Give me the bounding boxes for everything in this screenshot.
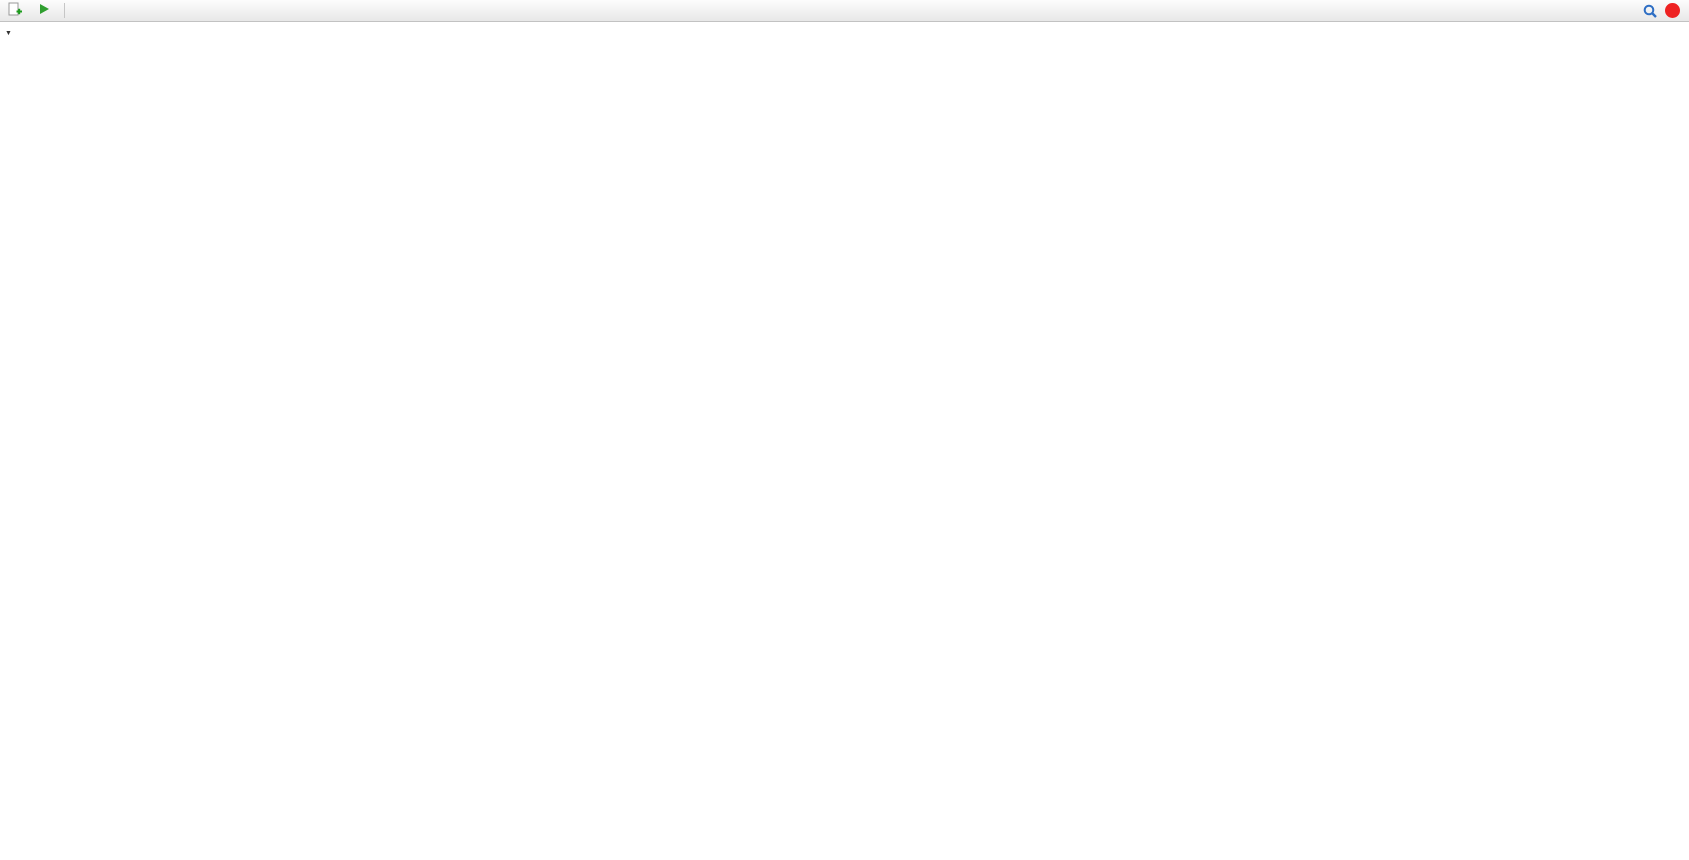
autotrade-button[interactable]: [32, 1, 59, 21]
notification-badge[interactable]: [1665, 3, 1680, 18]
chart-header: ▼: [5, 27, 15, 38]
toolbar: [0, 0, 1689, 22]
autotrade-icon: [36, 1, 52, 20]
search-icon[interactable]: [1638, 1, 1662, 21]
symbol-dropdown-icon[interactable]: ▼: [5, 30, 12, 37]
new-order-icon: [7, 1, 23, 20]
new-order-button[interactable]: [3, 1, 30, 21]
toolbar-separator: [64, 3, 65, 18]
